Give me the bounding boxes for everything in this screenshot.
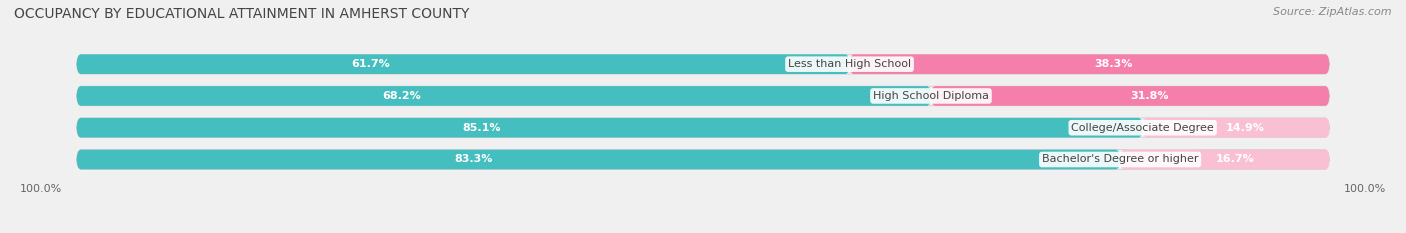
FancyBboxPatch shape <box>77 150 1121 169</box>
Text: 61.7%: 61.7% <box>352 59 389 69</box>
FancyBboxPatch shape <box>77 54 849 74</box>
FancyBboxPatch shape <box>1121 150 1329 169</box>
FancyBboxPatch shape <box>77 118 1329 137</box>
Text: OCCUPANCY BY EDUCATIONAL ATTAINMENT IN AMHERST COUNTY: OCCUPANCY BY EDUCATIONAL ATTAINMENT IN A… <box>14 7 470 21</box>
Text: Source: ZipAtlas.com: Source: ZipAtlas.com <box>1274 7 1392 17</box>
FancyBboxPatch shape <box>849 54 1329 74</box>
Text: 14.9%: 14.9% <box>1226 123 1265 133</box>
FancyBboxPatch shape <box>77 86 931 106</box>
Text: 16.7%: 16.7% <box>1216 154 1254 164</box>
FancyBboxPatch shape <box>77 54 1329 74</box>
Text: High School Diploma: High School Diploma <box>873 91 988 101</box>
Text: 31.8%: 31.8% <box>1130 91 1170 101</box>
Text: College/Associate Degree: College/Associate Degree <box>1071 123 1213 133</box>
Text: 68.2%: 68.2% <box>382 91 420 101</box>
FancyBboxPatch shape <box>77 86 1329 106</box>
FancyBboxPatch shape <box>931 86 1329 106</box>
Text: 100.0%: 100.0% <box>20 184 63 194</box>
Text: 100.0%: 100.0% <box>1343 184 1386 194</box>
FancyBboxPatch shape <box>77 118 1143 137</box>
Text: Bachelor's Degree or higher: Bachelor's Degree or higher <box>1042 154 1198 164</box>
FancyBboxPatch shape <box>77 150 1329 169</box>
Text: 83.3%: 83.3% <box>454 154 492 164</box>
Text: Less than High School: Less than High School <box>787 59 911 69</box>
Text: 85.1%: 85.1% <box>463 123 501 133</box>
Legend: Owner-occupied, Renter-occupied: Owner-occupied, Renter-occupied <box>572 230 834 233</box>
Text: 38.3%: 38.3% <box>1094 59 1133 69</box>
FancyBboxPatch shape <box>1143 118 1329 137</box>
